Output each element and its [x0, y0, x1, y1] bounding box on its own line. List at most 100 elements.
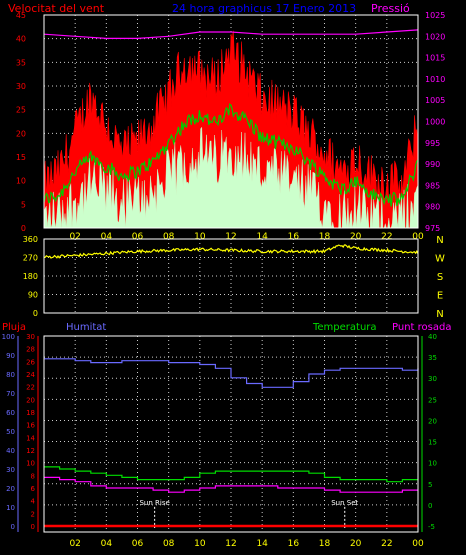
wind-x-tick: 14 [256, 232, 268, 242]
direction-y-tick: 360 [23, 235, 38, 244]
pressure-y-tick: 1015 [425, 54, 445, 63]
direction-compass-label: N [436, 235, 443, 246]
humidity-y-tick: 80 [6, 371, 15, 379]
wind-x-tick: 04 [101, 232, 113, 242]
humidity-y-tick: 90 [6, 352, 15, 360]
pressure-y-tick: 1010 [425, 75, 445, 84]
sun-rise-label: Sun Rise [139, 499, 169, 507]
humidity-line [44, 358, 419, 388]
temperature-y-tick: 20 [428, 417, 437, 425]
direction-y-tick: 270 [23, 254, 38, 263]
climate-x-tick: 18 [319, 539, 331, 549]
climate-x-tick: 22 [381, 539, 392, 549]
humidity-y-tick: 100 [2, 333, 15, 341]
climate-panel-frame [43, 335, 419, 533]
rain-y-tick: 4 [31, 498, 36, 506]
wind-x-tick: 00 [412, 232, 424, 242]
humidity-y-tick: 20 [6, 485, 15, 493]
climate-x-tick: 06 [132, 539, 144, 549]
wind-y-tick: 40 [16, 35, 26, 44]
temperature-y-tick: 35 [428, 354, 437, 362]
climate-x-tick: 20 [350, 539, 362, 549]
rain-y-tick: 12 [26, 447, 35, 455]
dew-point-title: Punt rosada [392, 322, 451, 333]
pressure-y-tick: 980 [425, 203, 440, 212]
wind-y-tick: 5 [21, 200, 26, 209]
direction-panel-frame [43, 238, 419, 314]
direction-y-tick: 0 [33, 309, 38, 318]
pressure-y-tick: 975 [425, 224, 440, 233]
humidity-y-tick: 70 [6, 390, 15, 398]
pressure-y-tick: 1020 [425, 32, 445, 41]
wind-y-tick: 0 [21, 224, 26, 233]
direction-compass-label: W [435, 254, 445, 265]
rain-y-tick: 10 [26, 460, 35, 468]
humidity-y-tick: 50 [6, 428, 15, 436]
dew-point-line [44, 476, 418, 493]
wind-y-tick: 35 [16, 58, 26, 67]
pressure-line [43, 29, 419, 40]
rain-y-tick: 16 [26, 422, 35, 430]
wind-x-tick: 18 [319, 232, 331, 242]
temperature-y-tick: 15 [428, 439, 437, 447]
rain-y-tick: 18 [26, 409, 35, 417]
wind-y-tick: 10 [16, 177, 26, 186]
climate-x-tick: 16 [288, 539, 300, 549]
rain-title: Pluja [2, 322, 26, 333]
wind-y-tick: 30 [16, 82, 26, 91]
rain-y-tick: 28 [26, 346, 35, 354]
humidity-y-tick: 40 [6, 447, 15, 455]
rain-y-tick: 30 [26, 333, 35, 341]
wind-y-tick: 20 [16, 129, 26, 138]
temperature-y-tick: 30 [428, 375, 437, 383]
wind-min-area [43, 126, 419, 229]
wind-x-tick: 06 [132, 232, 144, 242]
rain-y-tick: 24 [26, 371, 35, 379]
rain-y-tick: 0 [31, 523, 35, 531]
wind-x-tick: 02 [69, 232, 80, 242]
rain-y-tick: 26 [26, 358, 35, 366]
climate-x-tick: 12 [225, 539, 236, 549]
wind-gust-area [43, 30, 419, 229]
humidity-y-tick: 0 [11, 523, 15, 531]
temperature-y-tick: 10 [428, 460, 437, 468]
rain-y-tick: 20 [26, 396, 35, 404]
climate-x-tick: 08 [163, 539, 175, 549]
sun-set-label: Sun Set [331, 499, 358, 507]
humidity-y-tick: 30 [6, 466, 15, 474]
wind-panel-frame [43, 14, 419, 229]
temperature-title: Temperatura [312, 322, 377, 333]
pressure-y-tick: 990 [425, 160, 440, 169]
pressure-y-tick: 1005 [425, 96, 445, 105]
pressure-y-tick: 995 [425, 139, 440, 148]
climate-x-tick: 02 [69, 539, 80, 549]
humidity-y-tick: 10 [6, 504, 15, 512]
temperature-y-tick: 0 [428, 502, 432, 510]
temperature-y-tick: 40 [428, 333, 437, 341]
wind-avg-line [43, 103, 419, 207]
pressure-y-tick: 1025 [425, 11, 445, 20]
wind-x-tick: 20 [350, 232, 362, 242]
temperature-y-tick: 5 [428, 481, 432, 489]
wind-y-tick: 45 [16, 11, 26, 20]
wind-speed-title: Velocitat del vent [8, 2, 105, 15]
pressure-y-tick: 985 [425, 181, 440, 190]
climate-x-tick: 14 [256, 539, 268, 549]
wind-x-tick: 16 [288, 232, 300, 242]
rain-y-tick: 6 [31, 485, 36, 493]
climate-x-tick: 10 [194, 539, 206, 549]
rain-y-tick: 2 [31, 510, 35, 518]
pressure-title: Pressió [371, 2, 410, 15]
rain-y-tick: 22 [26, 384, 35, 392]
climate-x-tick: 04 [101, 539, 113, 549]
direction-y-tick: 180 [23, 272, 38, 281]
main-title: 24 hora graphicus 17 Enero 2013 [172, 2, 356, 15]
wind-x-tick: 08 [163, 232, 175, 242]
humidity-title: Humitat [66, 322, 106, 333]
direction-compass-label: E [437, 291, 443, 302]
wind-x-tick: 12 [225, 232, 236, 242]
wind-y-tick: 25 [16, 106, 26, 115]
wind-x-tick: 22 [381, 232, 392, 242]
